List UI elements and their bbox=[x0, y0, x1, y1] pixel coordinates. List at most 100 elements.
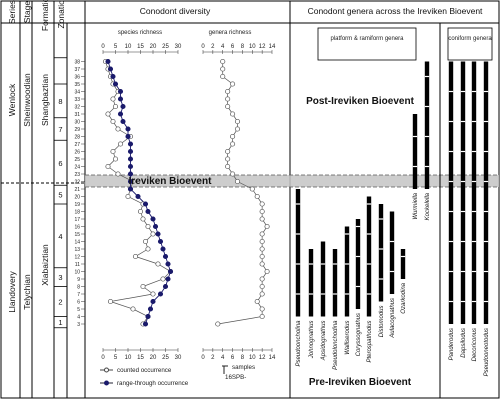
series-llandovery: Llandovery bbox=[7, 270, 17, 312]
species-counted-point bbox=[145, 246, 151, 252]
genus-label: Pterospathodus bbox=[367, 321, 373, 363]
species-bottom-tick-label: 10 bbox=[125, 355, 132, 361]
sample-label: 34 bbox=[74, 89, 80, 95]
species-top-tick-label: 25 bbox=[162, 44, 169, 50]
sample-label: 31 bbox=[74, 112, 80, 118]
genus-label: Dapsilodus bbox=[461, 328, 467, 358]
range-bar bbox=[412, 114, 418, 189]
legend-counted-marker bbox=[104, 367, 109, 373]
genus-label: Decoriconus bbox=[472, 328, 478, 361]
sample-label: 26 bbox=[74, 149, 80, 155]
range-gap bbox=[424, 165, 430, 168]
zone-label: 8 bbox=[58, 97, 62, 106]
genus-label: Johnognathus bbox=[309, 321, 315, 360]
species-range-point bbox=[157, 291, 164, 297]
sample-label: 16 bbox=[74, 224, 80, 230]
species-bottom-tick-label: 25 bbox=[162, 355, 169, 361]
range-gap bbox=[460, 120, 466, 123]
species-range-point bbox=[150, 216, 156, 222]
range-bar bbox=[424, 61, 430, 189]
species-range-point bbox=[145, 208, 151, 215]
species-counted-point bbox=[110, 148, 116, 155]
genera-counted-point bbox=[230, 111, 236, 117]
species-counted-point bbox=[107, 298, 114, 305]
genera-top-tick-label: 0 bbox=[201, 44, 205, 50]
species-range-point bbox=[165, 276, 171, 282]
range-gap bbox=[471, 150, 477, 153]
genera-counted-point bbox=[225, 103, 231, 110]
range-gap bbox=[483, 90, 489, 93]
range-bar bbox=[389, 211, 395, 294]
sample-label: 14 bbox=[74, 239, 80, 245]
genus-label: Apsidognathus bbox=[321, 321, 327, 362]
species-counted-point bbox=[117, 141, 124, 147]
genera-counted-point bbox=[230, 133, 236, 140]
genera-counted-point bbox=[259, 261, 265, 267]
range-gap bbox=[424, 75, 430, 78]
genera-counted-point bbox=[259, 231, 265, 237]
genus-label: Distomodus bbox=[379, 306, 385, 338]
genera-bottom-tick-label: 14 bbox=[269, 355, 276, 361]
genera-counted-point bbox=[254, 193, 260, 200]
species-counted-point bbox=[105, 111, 111, 117]
range-gap bbox=[308, 293, 314, 295]
zone-label: 7 bbox=[58, 125, 62, 134]
legend-range-label: range-through occurrence bbox=[117, 380, 189, 387]
species-counted-point bbox=[142, 238, 149, 245]
range-gap bbox=[355, 285, 361, 288]
sample-label: 22 bbox=[74, 179, 80, 185]
range-gap bbox=[400, 255, 406, 258]
genera-counted-point bbox=[220, 58, 226, 65]
genera-top-tick-label: 14 bbox=[269, 44, 276, 50]
range-bar bbox=[320, 241, 326, 317]
species-range-point bbox=[117, 111, 124, 117]
species-range-point bbox=[127, 141, 134, 147]
species-counted-point bbox=[137, 208, 144, 215]
species-top-tick-label: 10 bbox=[125, 44, 132, 50]
legend-counted-label: counted occurrence bbox=[117, 367, 172, 374]
species-range-point bbox=[162, 253, 169, 260]
sample-label: 13 bbox=[74, 247, 80, 253]
genera-top-tick-label: 2 bbox=[211, 44, 215, 50]
series-wenlock: Wenlock bbox=[7, 83, 17, 116]
genera-counted-point bbox=[225, 148, 231, 155]
range-gap bbox=[483, 150, 489, 153]
species-bottom-tick-label: 15 bbox=[137, 355, 144, 361]
range-gap bbox=[460, 150, 466, 153]
range-bar bbox=[471, 61, 477, 324]
genus-label: Panderodus bbox=[449, 328, 455, 360]
genera-top-tick-label: 6 bbox=[231, 44, 235, 50]
species-range-point bbox=[107, 66, 114, 72]
genera-top-tick-label: 4 bbox=[221, 44, 225, 50]
sample-label: 3 bbox=[77, 322, 80, 328]
range-gap bbox=[295, 293, 301, 295]
range-gap bbox=[378, 248, 384, 250]
genera-bottom-tick-label: 8 bbox=[241, 355, 245, 361]
species-counted-point bbox=[140, 216, 146, 222]
stage-sheinwoodian: Sheinwoodian bbox=[22, 73, 32, 127]
sample-label: 5 bbox=[77, 307, 80, 313]
legend-range-marker bbox=[104, 380, 109, 386]
zone-label: 4 bbox=[58, 232, 62, 241]
range-bar bbox=[295, 189, 301, 317]
range-gap bbox=[366, 233, 372, 235]
genera-bottom-tick-label: 2 bbox=[211, 355, 215, 361]
species-top-tick-label: 5 bbox=[114, 44, 118, 50]
sample-label: 8 bbox=[77, 284, 80, 290]
species-range-line bbox=[107, 61, 171, 325]
species-range-point bbox=[160, 246, 166, 252]
coniform-box bbox=[447, 27, 493, 61]
species-counted-point bbox=[105, 163, 111, 170]
zone-label: 2 bbox=[58, 298, 62, 307]
genera-counted-point bbox=[259, 306, 265, 312]
species-range-point bbox=[152, 223, 159, 230]
species-range-point bbox=[135, 193, 141, 200]
range-gap bbox=[295, 263, 301, 265]
sample-label: 23 bbox=[74, 172, 80, 178]
genus-label: Wurmiella bbox=[413, 192, 419, 219]
range-bar bbox=[355, 219, 361, 309]
species-counted-point bbox=[160, 276, 166, 282]
legend-prefix-label: 16SPB- bbox=[225, 374, 246, 381]
species-range-point bbox=[112, 81, 119, 87]
